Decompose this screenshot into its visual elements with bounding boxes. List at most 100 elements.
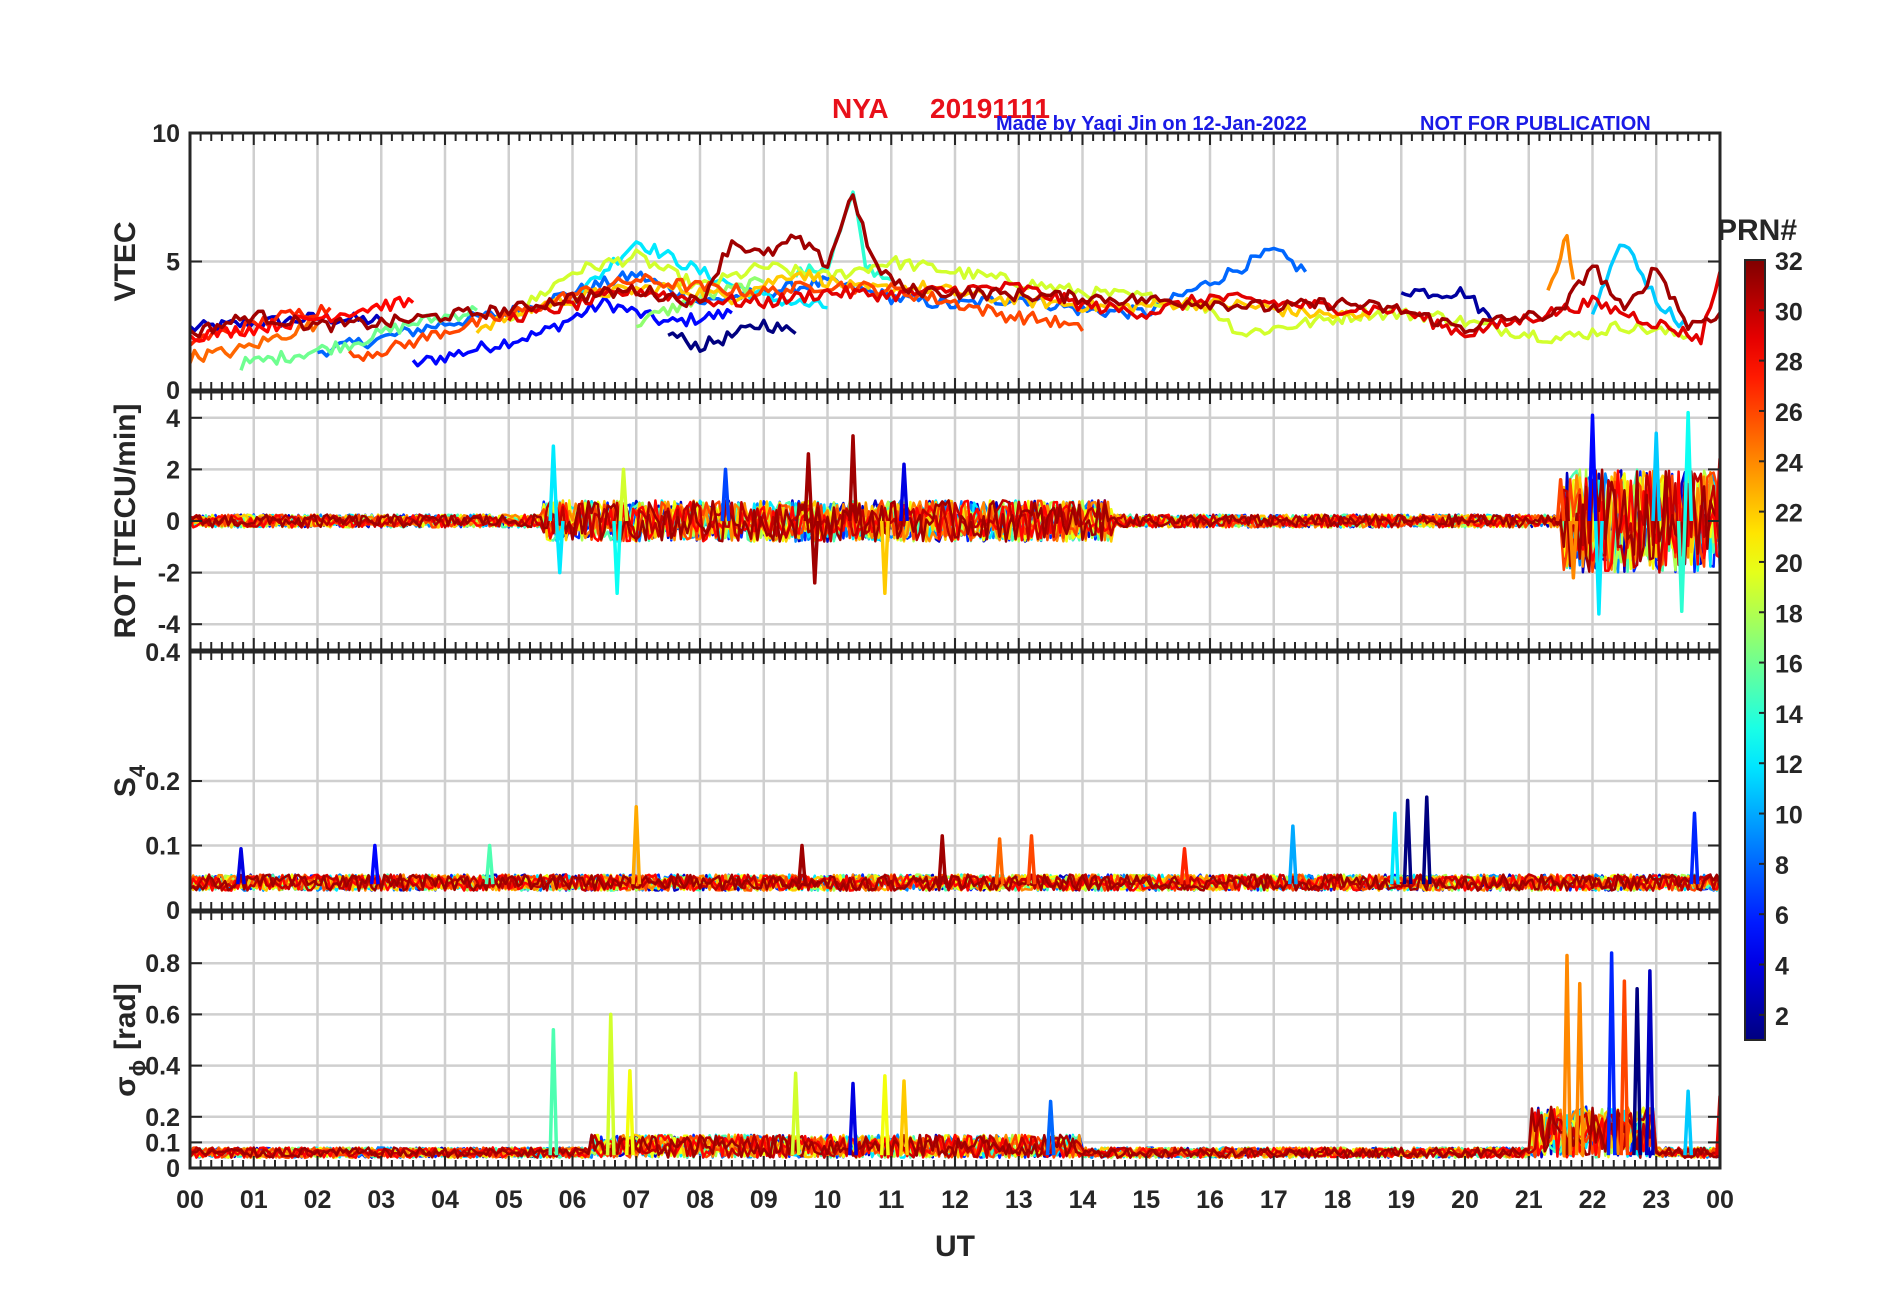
y-axis-label-main: σ — [109, 1076, 142, 1097]
spike-mark — [369, 843, 380, 885]
spike-mark — [1179, 846, 1190, 885]
spike-mark — [1574, 981, 1585, 1156]
y-axis-label-subscript: ϕ — [125, 1060, 150, 1077]
y-tick-label: 5 — [166, 249, 180, 277]
y-axis-label-main: ROT [TECU/min] — [109, 404, 142, 639]
spike-mark — [879, 520, 890, 595]
spike-mark — [605, 1012, 616, 1156]
y-tick-label: 0 — [166, 897, 180, 925]
spike-mark — [797, 843, 807, 885]
noise-trace — [190, 873, 1720, 892]
colorbar-label: PRN# — [1717, 214, 1797, 247]
spike-mark — [1389, 811, 1400, 885]
vtec-series-line — [475, 268, 1371, 335]
x-tick-label: 11 — [878, 1186, 905, 1214]
colorbar-tick-label: 26 — [1775, 399, 1803, 427]
x-tick-label: 12 — [941, 1186, 969, 1214]
x-tick-label: 09 — [750, 1186, 778, 1214]
y-axis-label-unit: [rad] — [109, 983, 142, 1050]
x-tick-label: 03 — [367, 1186, 395, 1214]
colorbar-gradient — [1745, 260, 1765, 1040]
spike-mark — [1562, 953, 1572, 1156]
spike-mark — [994, 837, 1005, 885]
y-tick-label: 0.6 — [145, 1001, 180, 1029]
colorbar-tick-label: 32 — [1775, 248, 1803, 276]
colorbar-tick-label: 20 — [1775, 550, 1803, 578]
vtec-series-line — [667, 318, 797, 353]
colorbar-tick-label: 22 — [1775, 500, 1803, 528]
y-tick-label: 0.8 — [145, 950, 180, 978]
panel-s4: 0 0.1 0.2 0.4 S4 — [109, 639, 1722, 925]
colorbar-tick-label: 12 — [1775, 751, 1803, 779]
y-axis-label: VTEC — [109, 221, 142, 301]
y-tick-label: 0.2 — [145, 1104, 180, 1132]
noise-trace — [190, 873, 1720, 892]
y-axis-label: S4 — [109, 764, 150, 797]
x-tick-label: 00 — [176, 1186, 204, 1214]
spike-mark — [899, 1079, 909, 1156]
spike-mark — [1287, 824, 1298, 885]
vtec-series-line — [348, 272, 1084, 362]
x-tick-label: 17 — [1260, 1186, 1288, 1214]
vtec-series-line — [411, 295, 733, 368]
title-date: 20191111 — [930, 93, 1050, 124]
title-station: NYA — [832, 93, 889, 124]
vtec-series-line — [635, 276, 765, 329]
data-series — [190, 795, 1720, 892]
spike-mark — [937, 834, 948, 885]
colorbar-tick-label: 24 — [1775, 449, 1803, 477]
x-tick-label: 08 — [686, 1186, 714, 1214]
y-tick-label: -4 — [158, 611, 180, 639]
spike-mark — [790, 1071, 801, 1156]
spike-mark — [809, 520, 820, 585]
y-tick-label: 0.1 — [145, 833, 180, 861]
noise-trace — [190, 468, 1720, 573]
x-tick-label: 02 — [304, 1186, 332, 1214]
spike-mark — [1606, 951, 1617, 1156]
spike-mark — [554, 520, 565, 575]
colorbar-tick-label: 16 — [1775, 651, 1803, 679]
y-tick-label: 4 — [166, 405, 180, 433]
data-series — [190, 190, 1720, 371]
spike-mark — [1689, 811, 1700, 885]
credit-text: Made by Yaqi Jin on 12-Jan-2022 — [996, 113, 1307, 135]
spike-mark — [631, 805, 642, 885]
spike-mark — [1715, 1094, 1720, 1156]
colorbar-tick-label: 8 — [1775, 852, 1789, 880]
data-series — [190, 951, 1720, 1160]
spike-mark — [618, 467, 629, 522]
spike-mark — [1683, 1089, 1694, 1156]
spike-mark — [548, 444, 559, 522]
spike-mark — [1619, 979, 1630, 1156]
y-tick-label: 0.4 — [145, 1053, 180, 1081]
x-tick-label: 14 — [1069, 1186, 1097, 1214]
spike-mark — [236, 846, 246, 885]
y-axis-label-subscript: 4 — [125, 764, 150, 777]
spike-mark — [879, 1074, 890, 1156]
vtec-series-line — [1590, 243, 1690, 330]
x-tick-label: 18 — [1324, 1186, 1352, 1214]
not-for-publication-text: NOT FOR PUBLICATION — [1420, 113, 1651, 135]
spike-mark — [1676, 520, 1687, 614]
x-tick-label: 04 — [431, 1186, 459, 1214]
colorbar-tick-label: 18 — [1775, 600, 1803, 628]
spike-mark — [1421, 795, 1432, 885]
vtec-series-line — [190, 295, 415, 343]
y-tick-label: 0 — [166, 508, 180, 536]
x-tick-label: 00 — [1706, 1186, 1734, 1214]
x-axis: 00 01 02 03 04 05 06 07 08 09 10 11 12 13 14 15 16 17 18 19… — [176, 1186, 1734, 1263]
spike-mark — [1651, 431, 1662, 522]
x-tick-label: 22 — [1579, 1186, 1607, 1214]
x-tick-label: 16 — [1196, 1186, 1224, 1214]
spike-mark — [848, 1081, 858, 1156]
colorbar-tick-label: 4 — [1775, 953, 1789, 981]
spike-mark — [803, 452, 814, 522]
y-tick-label: 0.2 — [145, 768, 180, 796]
colorbar-tick-label: 10 — [1775, 802, 1803, 830]
vtec-series-line — [190, 193, 1720, 339]
spike-mark — [1587, 413, 1598, 522]
spike-mark — [1632, 987, 1643, 1156]
